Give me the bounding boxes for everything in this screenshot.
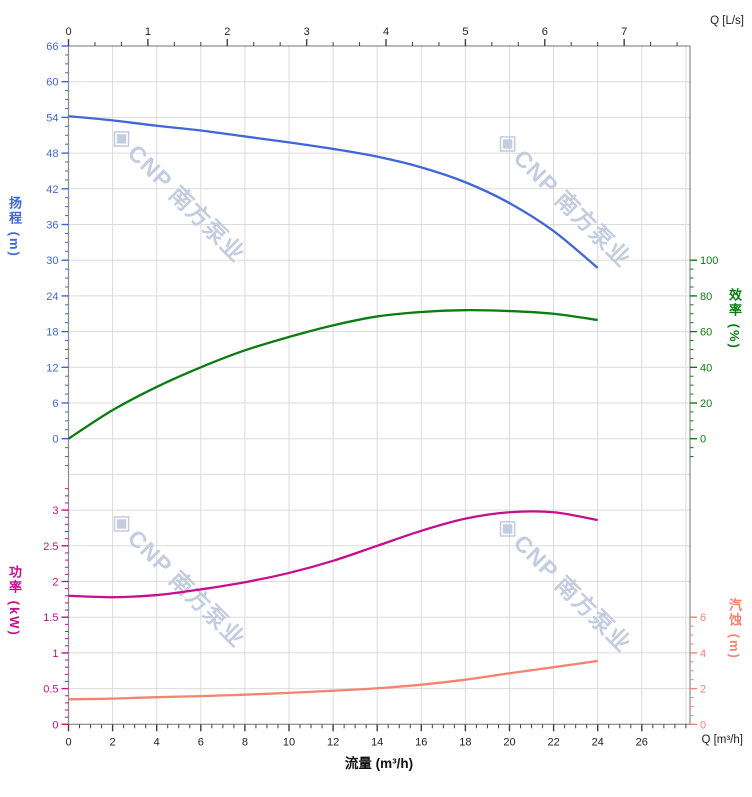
- power-axis-ticks-label: 1: [52, 648, 58, 660]
- bottom-axis-ticks-label: 6: [198, 736, 204, 748]
- bottom-axis-ticks-label: 16: [415, 736, 427, 748]
- watermark-text: ◈CNP 南方泵业: [103, 119, 253, 269]
- power-axis-title: 功率 (kW): [7, 565, 22, 637]
- head-axis-ticks-label: 18: [46, 327, 58, 339]
- bottom-axis-ticks-label: 8: [242, 736, 248, 748]
- efficiency-axis-ticks: 0 20 40 60 80 100: [690, 255, 718, 458]
- top-axis-ticks: 0 1 2 3 4 5 6 7: [65, 26, 678, 46]
- power-curve: [68, 510, 598, 599]
- top-axis-ticks-label: 5: [462, 26, 468, 38]
- top-axis-ticks-label: 1: [145, 26, 151, 38]
- npsh-axis-ticks-label: 4: [700, 648, 706, 660]
- efficiency-axis-ticks-label: 100: [700, 255, 718, 267]
- bottom-axis-ticks-label: 22: [547, 736, 559, 748]
- efficiency-axis-title: 效率 (%): [727, 288, 742, 350]
- head-axis-ticks-label: 30: [46, 255, 58, 267]
- bottom-axis-ticks-label: 12: [327, 736, 339, 748]
- head-axis-ticks-label: 12: [46, 362, 58, 374]
- efficiency-axis-ticks-label: 40: [700, 362, 712, 374]
- bottom-axis-ticks-label: 24: [592, 736, 604, 748]
- gridlines: [68, 46, 690, 725]
- bottom-axis-ticks-label: 18: [459, 736, 471, 748]
- watermark-text: ◈CNP 南方泵业: [103, 504, 253, 654]
- npsh-axis-ticks: 0 2 4 6: [690, 612, 706, 731]
- top-axis-ticks-label: 0: [65, 26, 71, 38]
- power-axis-ticks-label: 0.5: [43, 684, 58, 696]
- head-axis-ticks-label: 6: [52, 398, 58, 410]
- power-axis-ticks: 0 0.5 1 1.5 2 2.5 3: [43, 488, 69, 731]
- npsh-curve: [68, 659, 598, 701]
- npsh-axis-ticks-label: 6: [700, 612, 706, 624]
- power-axis-ticks-label: 3: [52, 505, 58, 517]
- power-axis-ticks-label: 2: [52, 577, 58, 589]
- bottom-axis-ticks: 0 2 4 6 8 10 12 14 16 18 20 22 24 26: [65, 724, 687, 748]
- top-axis-unit-label: Q [L/s]: [710, 15, 744, 27]
- top-axis-ticks-label: 2: [224, 26, 230, 38]
- efficiency-axis-ticks-label: 0: [700, 434, 706, 446]
- top-axis-ticks-label: 4: [383, 26, 389, 38]
- head-axis-ticks-label: 60: [46, 77, 58, 89]
- bottom-axis-ticks-label: 4: [154, 736, 160, 748]
- bottom-axis-ticks-label: 26: [636, 736, 648, 748]
- flow-axis-title: 流量 (m³/h): [344, 756, 414, 771]
- head-axis-ticks-label: 36: [46, 220, 58, 232]
- head-curve: [68, 115, 599, 269]
- efficiency-axis-ticks-label: 80: [700, 291, 712, 303]
- top-axis-ticks-label: 3: [304, 26, 310, 38]
- efficiency-axis-ticks-label: 60: [700, 327, 712, 339]
- watermark-text: ◈CNP 南方泵业: [489, 509, 639, 659]
- top-axis-ticks-label: 6: [542, 26, 548, 38]
- bottom-axis-unit-label: Q [m³/h]: [701, 734, 743, 746]
- head-axis-ticks: 0 6 12 18 24 30 36 42 48 54 60 66: [46, 41, 69, 466]
- bottom-axis-ticks-label: 20: [503, 736, 515, 748]
- efficiency-axis-ticks-label: 20: [700, 398, 712, 410]
- curves: [67, 115, 599, 701]
- bottom-axis-ticks-label: 2: [110, 736, 116, 748]
- bottom-axis-ticks-label: 10: [283, 736, 295, 748]
- head-axis-ticks-label: 48: [46, 148, 58, 160]
- power-axis-ticks-label: 2.5: [43, 541, 58, 553]
- watermark: ◈CNP 南方泵业 ◈CNP 南方泵业 ◈CNP 南方泵业 ◈CNP 南方泵业: [103, 119, 639, 659]
- power-axis-ticks-label: 1.5: [43, 612, 58, 624]
- power-axis-ticks-label: 0: [52, 719, 58, 731]
- head-axis-ticks-label: 42: [46, 184, 58, 196]
- efficiency-curve: [67, 309, 598, 440]
- head-axis-ticks-label: 0: [52, 434, 58, 446]
- head-axis-ticks-label: 24: [46, 291, 58, 303]
- bottom-axis-ticks-label: 14: [371, 736, 383, 748]
- head-axis-title: 扬程 (m): [7, 196, 22, 258]
- npsh-axis-ticks-label: 2: [700, 684, 706, 696]
- bottom-axis-ticks-label: 0: [65, 736, 71, 748]
- head-axis-ticks-label: 66: [46, 41, 58, 53]
- watermark-text: ◈CNP 南方泵业: [489, 124, 639, 274]
- npsh-axis-ticks-label: 0: [700, 719, 706, 731]
- npsh-axis-title: 汽蚀 (m): [727, 598, 742, 660]
- top-axis-ticks-label: 7: [621, 26, 627, 38]
- head-axis-ticks-label: 54: [46, 112, 58, 124]
